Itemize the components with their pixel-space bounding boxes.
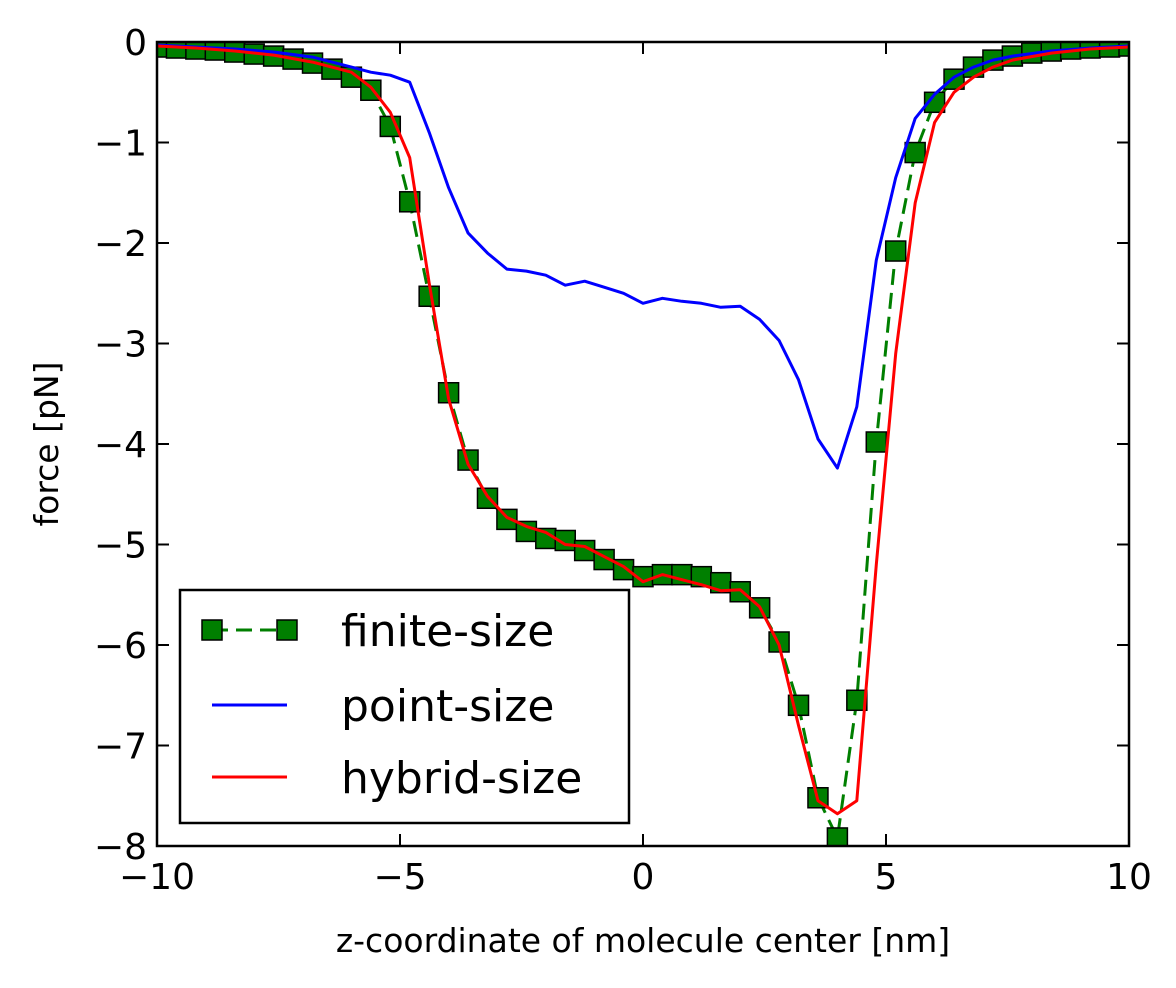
- finite-size-marker: [904, 141, 926, 164]
- legend-label: finite-size: [341, 606, 554, 657]
- finite-size-marker: [729, 580, 751, 603]
- finite-size-marker: [846, 689, 868, 712]
- finite-size-marker: [865, 431, 888, 453]
- x-axis-label: z-coordinate of molecule center [nm]: [336, 921, 950, 960]
- legend-entry-point-size: point-size: [212, 681, 554, 732]
- finite-size-marker: [826, 827, 849, 846]
- legend-entry-finite-size: finite-size: [201, 606, 554, 657]
- ticks-layer: −10 −5 0 5 10 0 −1 −2 −3 −4 −5 −6 −7 −8: [94, 23, 1152, 898]
- y-tick-label: −3: [94, 325, 147, 366]
- y-tick-label: −7: [94, 727, 147, 768]
- x-tick-label: 5: [875, 857, 898, 898]
- series-layer: [157, 42, 1129, 846]
- finite-size-marker: [884, 240, 907, 262]
- series-point-size: [157, 43, 1129, 470]
- x-tick-label: 0: [632, 857, 655, 898]
- y-tick-label: −5: [94, 526, 147, 567]
- point-size-line: [157, 43, 1129, 470]
- x-tick-label: 10: [1106, 857, 1152, 898]
- legend-marker: [276, 619, 298, 641]
- y-tick-label: 0: [124, 23, 147, 64]
- y-tick-label: −4: [94, 425, 147, 466]
- y-tick-label: −1: [94, 124, 147, 165]
- hybrid-size-line: [157, 44, 1129, 816]
- legend-marker: [201, 619, 223, 641]
- finite-size-marker: [496, 508, 518, 531]
- y-tick-label: −8: [94, 827, 147, 868]
- y-axis-label: force [pN]: [27, 362, 66, 527]
- legend-entry-hybrid-size: hybrid-size: [212, 753, 582, 804]
- legend-entries: finite-size point-size hybrid-size: [201, 606, 582, 804]
- y-tick-label: −2: [94, 224, 147, 265]
- finite-size-marker: [923, 91, 946, 114]
- y-tick-label: −6: [94, 626, 147, 667]
- legend-label: hybrid-size: [341, 753, 582, 804]
- series-hybrid-size: [157, 44, 1129, 816]
- legend-label: point-size: [341, 681, 554, 732]
- x-tick-label: −10: [119, 857, 195, 898]
- x-tick-label: −5: [373, 857, 426, 898]
- legend: finite-size point-size hybrid-size: [178, 588, 631, 825]
